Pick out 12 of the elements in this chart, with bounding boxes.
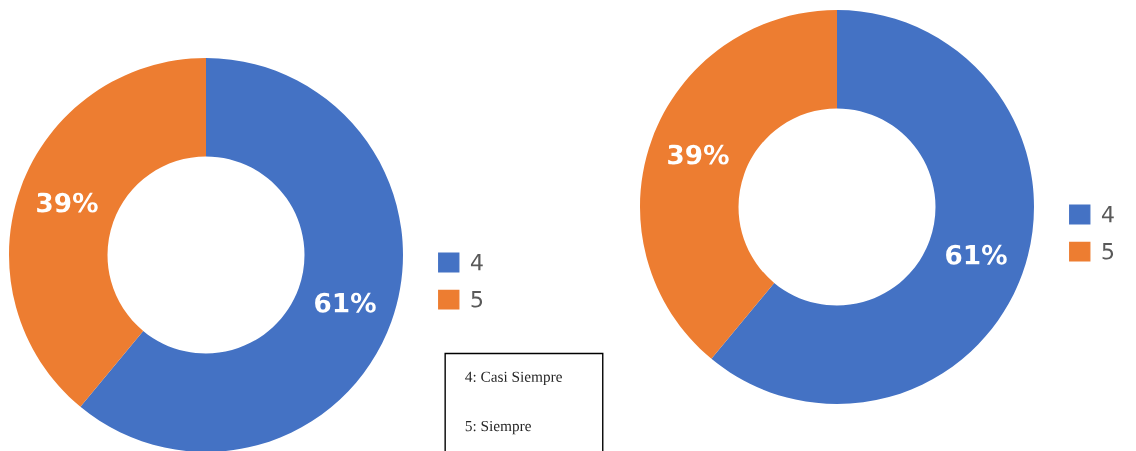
text: 4: Casi Siempre: [465, 371, 562, 386]
data-label: 61%: [315, 292, 376, 313]
text: 5: Siempre: [465, 420, 531, 435]
legend-label: 5: [1102, 243, 1114, 260]
legend-label: 5: [471, 291, 483, 308]
legend-label: 4: [470, 253, 483, 271]
donut-slice: [640, 10, 837, 359]
data-label: 39%: [37, 192, 98, 213]
legend-label: 4: [1101, 205, 1114, 223]
data-label: 39%: [668, 144, 729, 165]
donut-slice: [9, 58, 206, 407]
data-label: 61%: [946, 244, 1007, 265]
